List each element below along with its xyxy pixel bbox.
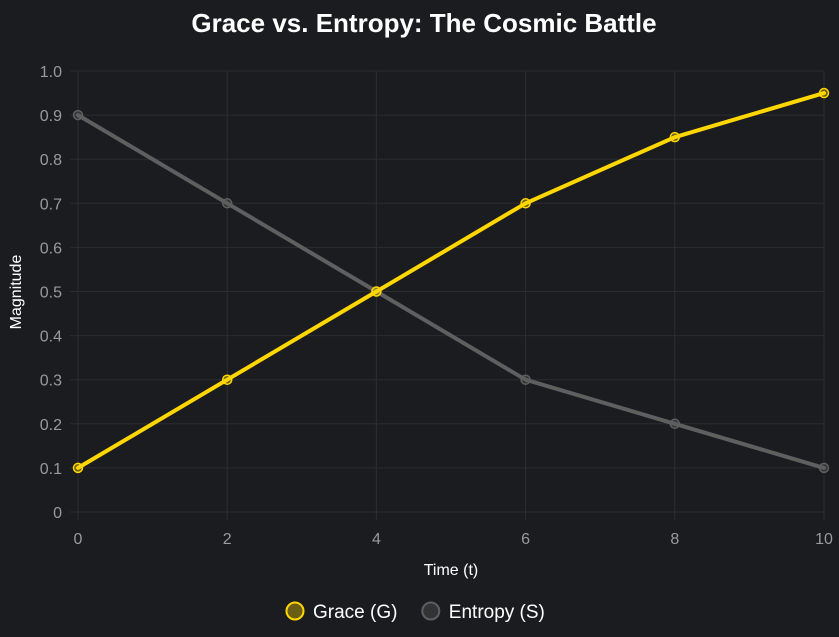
y-axis-ticks: 0 0.1 0.2 0.3 0.4 0.5 0.6 0.7 0.8 0.9 1.0: [40, 64, 62, 522]
x-tick-label: 10: [815, 531, 833, 548]
x-tick-label: 6: [521, 531, 530, 548]
data-point[interactable]: [371, 286, 382, 297]
legend-marker: [421, 601, 441, 621]
data-point[interactable]: [520, 374, 531, 385]
y-tick-label: 1.0: [40, 64, 62, 81]
y-tick-label: 0.3: [40, 373, 62, 390]
x-axis-ticks: 0 2 4 6 8 10: [74, 531, 833, 548]
legend-label: Entropy (S): [449, 602, 545, 623]
y-tick-label: 0.5: [40, 285, 62, 302]
grid: [70, 70, 825, 520]
legend-item-0[interactable]: Grace (G): [285, 601, 398, 623]
y-tick-label: 0: [53, 505, 62, 522]
data-point[interactable]: [221, 374, 233, 385]
legend-label: Grace (G): [313, 602, 397, 623]
series-line-1: [76, 113, 826, 470]
x-tick-label: 4: [372, 531, 381, 548]
data-point[interactable]: [818, 462, 830, 474]
x-tick-label: 0: [74, 531, 83, 548]
series-line-0: [76, 91, 826, 470]
y-tick-label: 0.8: [40, 152, 62, 169]
y-tick-label: 0.1: [40, 461, 62, 478]
y-axis-title: Magnitude: [8, 255, 25, 330]
legend-marker: [285, 601, 305, 621]
data-point[interactable]: [520, 198, 531, 209]
x-tick-label: 8: [670, 531, 679, 548]
data-point[interactable]: [72, 462, 84, 474]
data-point[interactable]: [818, 87, 830, 99]
legend-item-1[interactable]: Entropy (S): [421, 601, 545, 623]
legend: Grace (G) Entropy (S): [285, 601, 545, 623]
data-point[interactable]: [669, 131, 681, 143]
y-tick-label: 0.4: [40, 329, 62, 346]
data-point[interactable]: [221, 198, 233, 209]
data-point[interactable]: [669, 418, 681, 430]
y-tick-label: 0.2: [40, 417, 62, 434]
x-axis-title: Time (t): [424, 562, 479, 579]
data-point[interactable]: [72, 109, 84, 121]
y-tick-label: 0.9: [40, 108, 62, 125]
chart-title: Grace vs. Entropy: The Cosmic Battle: [191, 8, 656, 38]
series-lines: [72, 87, 830, 474]
y-tick-label: 0.7: [40, 196, 62, 213]
y-tick-label: 0.6: [40, 240, 62, 257]
x-tick-label: 2: [223, 531, 232, 548]
